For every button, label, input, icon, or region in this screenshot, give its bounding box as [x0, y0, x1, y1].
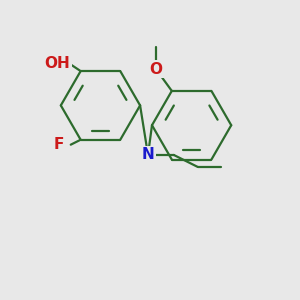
Text: OH: OH — [44, 56, 70, 71]
Text: F: F — [54, 137, 64, 152]
Text: O: O — [149, 61, 162, 76]
Text: N: N — [142, 148, 154, 163]
